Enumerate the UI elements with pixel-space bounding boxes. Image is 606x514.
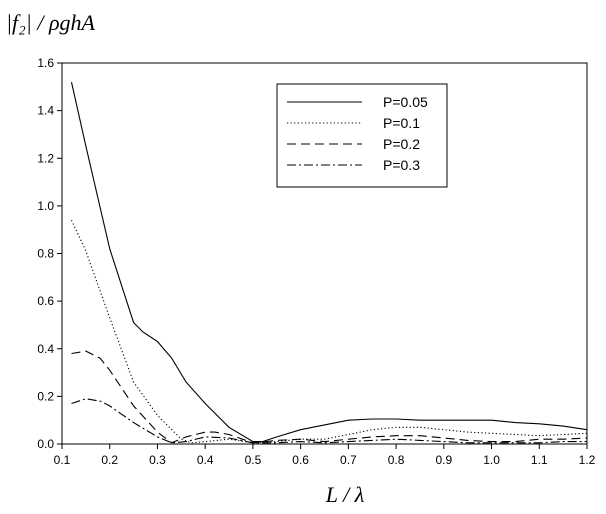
legend-label: P=0.05 bbox=[383, 94, 428, 110]
y-tick-label: 0.0 bbox=[37, 437, 54, 451]
y-axis-label: |f₂| / ρghA bbox=[6, 10, 96, 35]
x-tick-label: 1.1 bbox=[531, 453, 548, 467]
x-tick-label: 0.5 bbox=[245, 453, 262, 467]
legend-label: P=0.3 bbox=[383, 157, 420, 173]
y-tick-label: 0.6 bbox=[37, 294, 54, 308]
legend-label: P=0.2 bbox=[383, 136, 420, 152]
y-tick-label: 1.6 bbox=[37, 56, 54, 70]
x-tick-label: 0.8 bbox=[388, 453, 405, 467]
x-tick-label: 0.7 bbox=[340, 453, 357, 467]
y-tick-label: 1.4 bbox=[37, 104, 54, 118]
legend-box bbox=[276, 83, 448, 188]
x-tick-label: 0.4 bbox=[197, 453, 214, 467]
series-line-1 bbox=[70, 81, 588, 443]
y-tick-label: 1.2 bbox=[37, 151, 54, 165]
x-tick-label: 1.0 bbox=[483, 453, 500, 467]
x-tick-label: 0.6 bbox=[292, 453, 309, 467]
x-tick-label: 0.2 bbox=[101, 453, 118, 467]
y-tick-label: 0.4 bbox=[37, 342, 54, 356]
y-tick-label: 0.8 bbox=[37, 247, 54, 261]
x-tick-label: 0.1 bbox=[54, 453, 71, 467]
x-axis-label: L / λ bbox=[325, 482, 364, 507]
series-line-2 bbox=[71, 219, 588, 444]
x-tick-label: 1.2 bbox=[579, 453, 596, 467]
legend-label: P=0.1 bbox=[383, 115, 420, 131]
x-tick-label: 0.3 bbox=[149, 453, 166, 467]
series-line-4 bbox=[71, 398, 587, 444]
x-tick-label: 0.9 bbox=[435, 453, 452, 467]
series-line-3 bbox=[71, 350, 588, 444]
y-tick-label: 0.2 bbox=[37, 389, 54, 403]
legend: P=0.05 P=0.1 P=0.2 P=0.3 bbox=[276, 83, 448, 188]
y-tick-label: 1.0 bbox=[37, 199, 54, 213]
